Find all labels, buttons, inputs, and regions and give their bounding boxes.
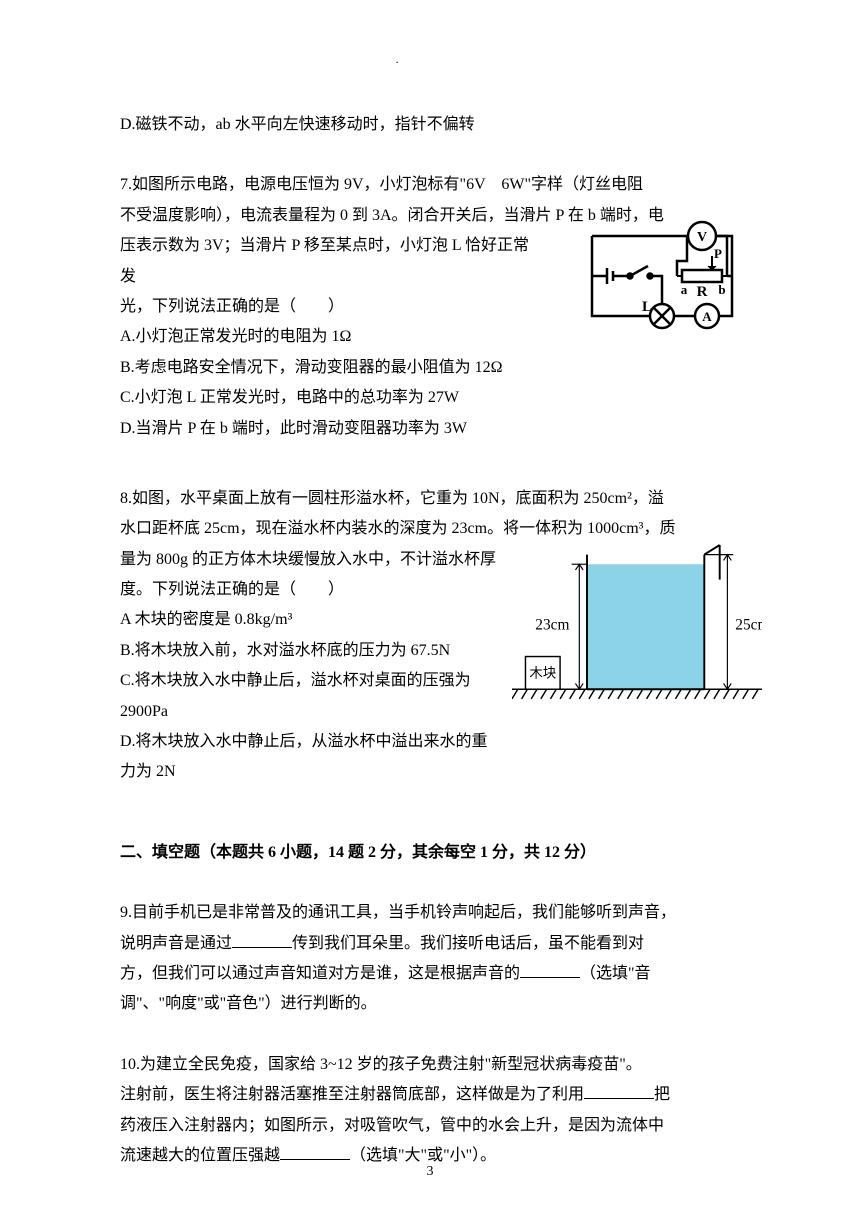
q8-option-d2: 力为 2N — [120, 757, 500, 787]
q8-option-a: A 木块的密度是 0.8kg/m³ — [120, 605, 500, 635]
q9-line3: 方，但我们可以通过声音知道对方是谁，这是根据声音的 （选填"音 — [120, 959, 740, 989]
q10-blank-1 — [584, 1098, 654, 1099]
section-2-title: 二、填空题（本题共 6 小题，14 题 2 分，其余每空 1 分，共 12 分） — [120, 838, 740, 868]
beaker-diagram: 木块 23cm 25cm — [512, 530, 762, 710]
q8-line4: 度。下列说法正确的是（ ） — [120, 575, 500, 605]
q9-line2: 说明声音是通过 传到我们耳朵里。我们接听电话后，虽不能看到对 — [120, 929, 740, 959]
q10-line2b: 把 — [654, 1086, 670, 1103]
q10-line2a: 注射前，医生将注射器活塞推至注射器筒底部，这样做是为了利用 — [120, 1086, 584, 1103]
q8-option-d: D.将木块放入水中静止后，从溢水杯中溢出来水的重 — [120, 727, 500, 757]
q6-option-d: D.磁铁不动，ab 水平向左快速移动时，指针不偏转 — [120, 110, 740, 140]
q9-line2b: 传到我们耳朵里。我们接听电话后，虽不能看到对 — [292, 935, 644, 952]
q9-line2a: 说明声音是通过 — [120, 935, 232, 952]
q9-line4: 调"、"响度"或"音色"）进行判断的。 — [120, 989, 740, 1019]
page-number: 3 — [427, 1159, 434, 1186]
q8-option-c: C.将木块放入水中静止后，溢水杯对桌面的压强为 — [120, 666, 500, 696]
q10: 10.为建立全民免疫，国家给 3~12 岁的孩子免费注射"新型冠状病毒疫苗"。 … — [120, 1050, 740, 1172]
q8-line3: 量为 800g 的正方体木块缓慢放入水中，不计溢水杯厚 — [120, 545, 500, 575]
q7-option-b: B.考虑电路安全情况下，滑动变阻器的最小阻值为 12Ω — [120, 353, 530, 383]
q7-option-d: D.当滑片 P 在 b 端时，此时滑动变阻器功率为 3W — [120, 414, 530, 444]
q8-line1: 8.如图，水平桌面上放有一圆柱形溢水杯，它重为 10N，底面积为 250cm²，… — [120, 484, 740, 514]
q10-line4b: （选填"大"或"小"）。 — [350, 1147, 496, 1164]
q9: 9.目前手机已是非常普及的通讯工具，当手机铃声响起后，我们能够听到声音， 说明声… — [120, 898, 740, 1020]
q10-line2: 注射前，医生将注射器活塞推至注射器筒底部，这样做是为了利用 把 — [120, 1080, 740, 1110]
q10-line4a: 流速越大的位置压强越 — [120, 1147, 280, 1164]
circuit-diagram: V A L R P a b — [572, 216, 752, 336]
dim-23cm-label: 23cm — [535, 617, 569, 634]
q7-option-a: A.小灯泡正常发光时的电阻为 1Ω — [120, 322, 530, 352]
q9-line3b: （选填"音 — [580, 965, 651, 982]
q10-line3: 药液压入注射器内；如图所示，对吸管吹气，管中的水会上升，是因为流体中 — [120, 1111, 740, 1141]
q10-line1: 10.为建立全民免疫，国家给 3~12 岁的孩子免费注射"新型冠状病毒疫苗"。 — [120, 1050, 740, 1080]
slider-p-label: P — [714, 246, 722, 261]
q7-line1: 7.如图所示电路，电源电压恒为 9V，小灯泡标有"6V 6W"字样（灯丝电阻 — [120, 170, 740, 200]
q10-blank-2 — [280, 1159, 350, 1160]
section-2: 二、填空题（本题共 6 小题，14 题 2 分，其余每空 1 分，共 12 分） — [120, 838, 740, 868]
q7-option-c: C.小灯泡 L 正常发光时，电路中的总功率为 27W — [120, 383, 530, 413]
q9-line3a: 方，但我们可以通过声音知道对方是谁，这是根据声音的 — [120, 965, 520, 982]
q9-blank-2 — [520, 977, 580, 978]
lamp-label: L — [642, 299, 652, 315]
block-label: 木块 — [529, 666, 556, 681]
terminal-b-label: b — [718, 282, 725, 297]
terminal-a-label: a — [681, 282, 688, 297]
q8-option-c2: 2900Pa — [120, 697, 500, 727]
q6-remainder: D.磁铁不动，ab 水平向左快速移动时，指针不偏转 — [120, 110, 740, 140]
dim-25cm-label: 25cm — [735, 617, 762, 634]
decorative-dot: . — [396, 48, 399, 71]
rheostat-label: R — [697, 284, 708, 300]
ammeter-label: A — [702, 309, 712, 324]
q9-blank-1 — [232, 947, 292, 948]
q7-line4: 光，下列说法正确的是（ ） — [120, 292, 530, 322]
voltmeter-label: V — [697, 230, 707, 245]
q9-line1: 9.目前手机已是非常普及的通讯工具，当手机铃声响起后，我们能够听到声音， — [120, 898, 740, 928]
q8-option-b: B.将木块放入前，水对溢水杯底的压力为 67.5N — [120, 636, 500, 666]
q7-line3: 压表示数为 3V；当滑片 P 移至某点时，小灯泡 L 恰好正常发 — [120, 231, 530, 292]
